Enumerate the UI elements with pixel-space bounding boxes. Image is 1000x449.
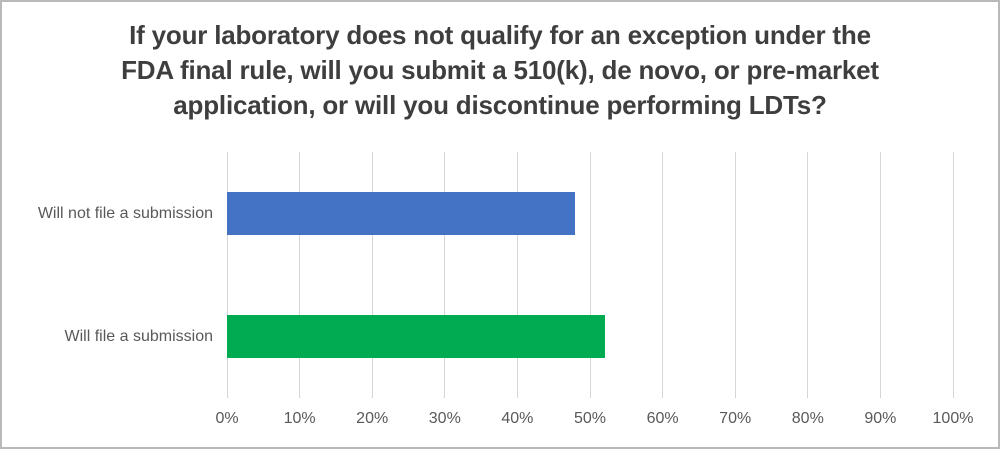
gridline — [371, 152, 373, 398]
gridline — [807, 152, 809, 398]
chart-title: If your laboratory does not qualify for … — [2, 18, 998, 123]
bar-1 — [227, 192, 576, 235]
gridline — [879, 152, 881, 398]
gridline — [444, 152, 446, 398]
x-tick-label: 20% — [356, 410, 389, 427]
x-tick-label: 90% — [864, 410, 897, 427]
chart-title-line-3: application, or will you discontinue per… — [173, 90, 827, 120]
x-tick-label: 0% — [215, 410, 239, 427]
category-label: Will file a submission — [64, 327, 213, 345]
gridline — [734, 152, 736, 398]
x-tick-label: 40% — [501, 410, 534, 427]
x-tick-label: 30% — [428, 410, 461, 427]
x-tick-label: 10% — [283, 410, 316, 427]
bar-2 — [227, 315, 605, 358]
gridline — [589, 152, 591, 398]
gridline — [226, 152, 228, 398]
category-label: Will not file a submission — [37, 204, 213, 222]
plot-area — [226, 152, 954, 398]
gridline — [299, 152, 301, 398]
x-tick-label: 100% — [932, 410, 974, 427]
chart-title-line-1: If your laboratory does not qualify for … — [129, 20, 871, 50]
x-tick-label: 50% — [573, 410, 607, 427]
chart-title-line-2: FDA final rule, will you submit a 510(k)… — [121, 55, 879, 85]
gridline — [516, 152, 518, 398]
x-tick-label: 70% — [719, 410, 752, 427]
gridline — [662, 152, 664, 398]
gridline — [952, 152, 954, 398]
x-tick-label: 60% — [646, 410, 679, 427]
x-tick-label: 80% — [791, 410, 824, 427]
